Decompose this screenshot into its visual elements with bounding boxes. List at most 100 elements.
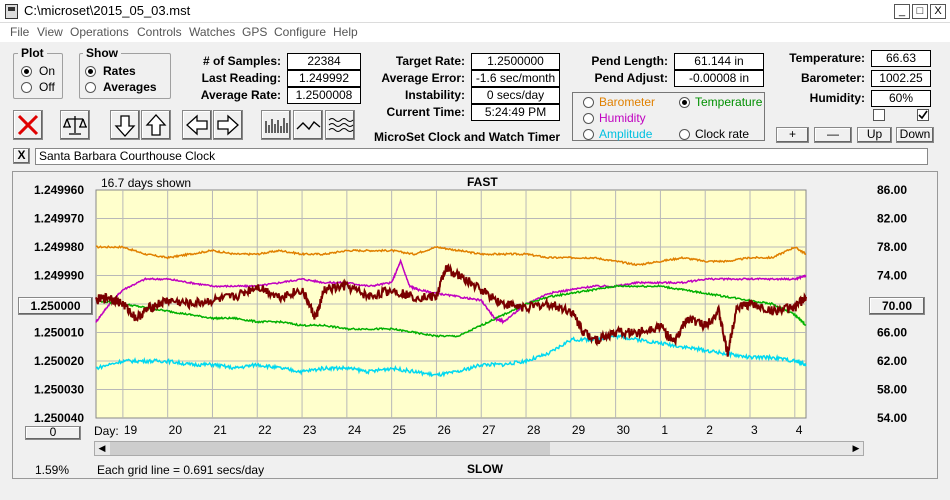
day-tick-label: 30 [617, 423, 631, 437]
show-group-title: Show [83, 46, 121, 60]
down-button[interactable]: Down [896, 127, 934, 143]
instability-label: Instability: [404, 88, 465, 102]
day-prefix: Day: [94, 424, 119, 438]
scroll-right-icon[interactable]: ▶ [852, 443, 860, 453]
menu-bar [0, 23, 950, 42]
left-axis-tick: 1.249970 [34, 212, 84, 226]
menu-view[interactable]: View [37, 25, 63, 39]
target-rate-label: Target Rate: [395, 54, 465, 68]
left-axis-tick: 1.249990 [34, 269, 84, 283]
stop-button[interactable] [13, 110, 43, 140]
close-button[interactable]: X [930, 4, 946, 19]
balance-button[interactable] [60, 110, 90, 140]
wave-icon [328, 118, 354, 132]
show-averages-radio[interactable] [85, 82, 96, 93]
app-icon [5, 4, 18, 19]
day-tick-label: 29 [572, 423, 586, 437]
pend-length-label: Pend Length: [591, 54, 668, 68]
scroll-left-icon[interactable]: ◀ [98, 443, 106, 453]
amplitude-radio[interactable] [583, 129, 594, 140]
show-rates-radio[interactable] [85, 66, 96, 77]
average-error-value: -1.6 sec/month [471, 70, 560, 87]
clock-rate-option: Clock rate [695, 127, 750, 141]
plot-on-label: On [39, 64, 56, 78]
instability-value: 0 secs/day [471, 87, 560, 104]
menu-file[interactable]: File [10, 25, 30, 39]
menu-operations[interactable]: Operations [70, 25, 129, 39]
temperature-value: 66.63 [871, 50, 931, 67]
env-checkbox-1[interactable] [873, 109, 885, 121]
barometer-radio[interactable] [583, 97, 594, 108]
menu-watches[interactable]: Watches [189, 25, 236, 39]
env-checkbox-2[interactable] [917, 109, 929, 121]
show-averages-label: Averages [103, 80, 157, 94]
average-rate-label: Average Rate: [200, 88, 281, 102]
target-rate-value: 1.2500000 [471, 53, 560, 70]
arrow-right-icon [217, 114, 239, 136]
barometer-option: Barometer [599, 95, 656, 109]
day-tick-label: 1 [661, 423, 668, 437]
scroll-thumb[interactable] [110, 442, 550, 455]
left-axis-tick: 1.249960 [34, 183, 84, 197]
clock-rate-radio[interactable] [679, 129, 690, 140]
line-graph-button[interactable] [293, 110, 323, 140]
right-center-button[interactable]: 70.00 [869, 297, 925, 315]
day-tick-label: 25 [393, 423, 407, 437]
plot-off-radio[interactable] [21, 82, 32, 93]
temperature-radio[interactable] [679, 97, 690, 108]
bar-graph-icon [265, 118, 288, 133]
left-arrow-button[interactable] [182, 110, 212, 140]
days-shown-label: 16.7 days shown [101, 176, 192, 190]
red-x-icon [17, 114, 39, 136]
right-axis-tick: 62.00 [877, 354, 907, 368]
maximize-button[interactable]: □ [912, 4, 928, 19]
plus-button[interactable]: + [776, 127, 809, 143]
up-button[interactable]: Up [857, 127, 892, 143]
right-axis-tick: 82.00 [877, 212, 907, 226]
wave-graph-button[interactable] [325, 110, 355, 140]
minimize-button[interactable]: _ [894, 4, 910, 19]
left-center-button[interactable]: 1.250000 [18, 297, 93, 315]
plot-on-radio[interactable] [21, 66, 32, 77]
right-arrow-button[interactable] [213, 110, 243, 140]
day-tick-label: 19 [124, 423, 138, 437]
slow-label: SLOW [467, 462, 503, 476]
day-tick-label: 22 [258, 423, 272, 437]
day-tick-label: 23 [303, 423, 317, 437]
current-time-value: 5:24:49 PM [471, 104, 560, 121]
series-line [95, 334, 807, 378]
samples-label: # of Samples: [202, 54, 281, 68]
left-axis-tick: 1.250020 [34, 354, 84, 368]
app-caption: MicroSet Clock and Watch Timer [374, 130, 561, 144]
temperature-option: Temperature [695, 95, 763, 109]
left-axis-tick: 1.250010 [34, 326, 84, 340]
last-reading-value: 1.249992 [287, 70, 361, 87]
bar-graph-button[interactable] [261, 110, 291, 140]
up-arrow-button[interactable] [141, 110, 171, 140]
series-line [95, 263, 807, 357]
menu-configure[interactable]: Configure [274, 25, 327, 39]
down-arrow-button[interactable] [110, 110, 140, 140]
show-group [79, 53, 171, 99]
scale-icon [63, 116, 87, 135]
amplitude-option: Amplitude [599, 127, 653, 141]
humidity-radio[interactable] [583, 113, 594, 124]
clear-name-button[interactable]: X [13, 148, 30, 164]
menu-controls[interactable]: Controls [137, 25, 182, 39]
menu-gps[interactable]: GPS [242, 25, 268, 39]
grid-note: Each grid line = 0.691 secs/day [97, 463, 265, 477]
day-tick-label: 27 [482, 423, 496, 437]
day-tick-label: 2 [706, 423, 713, 437]
last-reading-label: Last Reading: [201, 71, 281, 85]
right-axis-tick: 86.00 [877, 183, 907, 197]
right-axis-tick: 78.00 [877, 240, 907, 254]
show-rates-label: Rates [103, 64, 136, 78]
pend-adjust-label: Pend Adjust: [594, 71, 668, 85]
minus-button[interactable]: — [814, 127, 852, 143]
day-tick-label: 28 [527, 423, 541, 437]
menu-help[interactable]: Help [333, 25, 358, 39]
clock-name-field[interactable]: Santa Barbara Courthouse Clock [35, 148, 928, 165]
zero-button[interactable]: 0 [25, 426, 81, 440]
line-graph-icon [296, 120, 321, 131]
